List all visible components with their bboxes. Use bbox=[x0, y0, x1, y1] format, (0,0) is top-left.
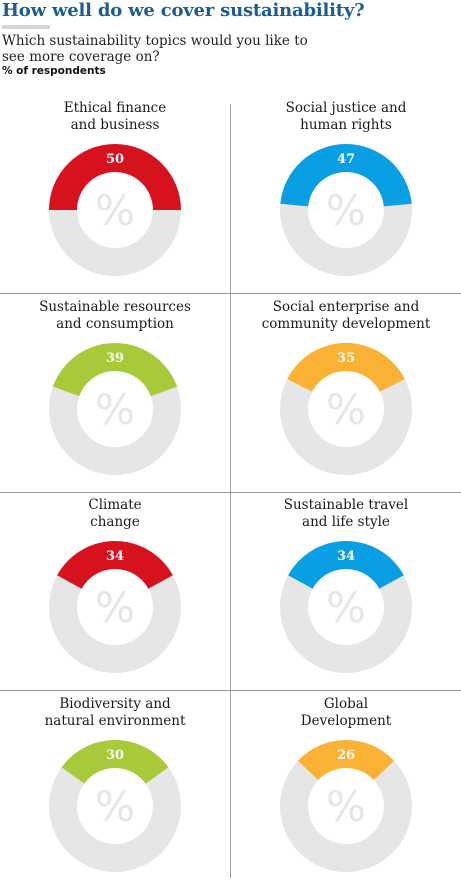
donut-chart: 47% bbox=[280, 143, 412, 276]
donut-chart: 50% bbox=[49, 144, 181, 276]
donut-cell: Sustainable travel and life style 34% bbox=[231, 497, 461, 687]
donut-segment bbox=[49, 144, 181, 210]
donut-cell: Ethical finance and business 50% bbox=[0, 100, 230, 290]
donut-segment bbox=[297, 740, 395, 780]
donut-cell: Social justice and human rights 47% bbox=[231, 100, 461, 290]
percent-symbol: % bbox=[326, 385, 366, 434]
donut-value-label: 30 bbox=[106, 748, 124, 763]
donut-value-label: 39 bbox=[106, 351, 124, 366]
donut-label-line: natural environment bbox=[44, 713, 186, 729]
donut-segment bbox=[280, 143, 412, 207]
donut-label-line: human rights bbox=[300, 117, 392, 133]
donut-cell: Biodiversity and natural environment 30% bbox=[0, 696, 230, 886]
title-rule bbox=[2, 25, 50, 29]
donut-label-line: and business bbox=[70, 117, 160, 133]
donut-label-line: and life style bbox=[302, 514, 390, 530]
donut-segment bbox=[287, 343, 405, 392]
donut-segment bbox=[57, 541, 173, 589]
donut-chart: 35% bbox=[280, 343, 412, 475]
row-divider-1 bbox=[0, 293, 461, 294]
donut-label-line: change bbox=[90, 514, 140, 530]
percent-symbol: % bbox=[95, 385, 135, 434]
donut-chart: 34% bbox=[280, 541, 412, 673]
units-label: % of respondents bbox=[2, 65, 106, 77]
donut-label-line: Sustainable resources bbox=[39, 299, 191, 315]
donut-chart: 34% bbox=[49, 541, 181, 673]
donut-cell: Climate change 34% bbox=[0, 497, 230, 687]
percent-symbol: % bbox=[326, 782, 366, 831]
donut-label: Biodiversity and natural environment bbox=[0, 696, 230, 730]
donut-cell: Global Development 26% bbox=[231, 696, 461, 886]
percent-symbol: % bbox=[326, 583, 366, 632]
page-title: How well do we cover sustainability? bbox=[2, 0, 365, 21]
donut-label: Social enterprise and community developme… bbox=[231, 299, 461, 333]
row-divider-3 bbox=[0, 690, 461, 691]
row-divider-2 bbox=[0, 492, 461, 493]
percent-symbol: % bbox=[95, 782, 135, 831]
donut-segment bbox=[61, 740, 169, 784]
donut-segment bbox=[288, 541, 404, 589]
donut-value-label: 35 bbox=[337, 351, 355, 366]
donut-label: Climate change bbox=[0, 497, 230, 531]
donut-label: Ethical finance and business bbox=[0, 100, 230, 134]
donut-value-label: 34 bbox=[106, 549, 124, 564]
donut-label: Sustainable travel and life style bbox=[231, 497, 461, 531]
donut-label-line: Ethical finance bbox=[63, 100, 167, 116]
donut-label-line: Social justice and bbox=[285, 100, 407, 116]
donut-chart: 30% bbox=[49, 740, 181, 872]
donut-value-label: 34 bbox=[337, 549, 355, 564]
donut-segment bbox=[52, 343, 178, 397]
donut-value-label: 47 bbox=[337, 152, 355, 167]
donut-label-line: Development bbox=[300, 713, 392, 729]
percent-symbol: % bbox=[95, 583, 135, 632]
donut-label: Social justice and human rights bbox=[231, 100, 461, 134]
donut-label-line: and consumption bbox=[56, 316, 174, 332]
donut-label: Sustainable resources and consumption bbox=[0, 299, 230, 333]
donut-cell: Sustainable resources and consumption 39% bbox=[0, 299, 230, 489]
chart-subtitle: Which sustainability topics would you li… bbox=[2, 33, 308, 65]
percent-symbol: % bbox=[95, 186, 135, 235]
donut-label: Global Development bbox=[231, 696, 461, 730]
donut-label-line: Global bbox=[323, 696, 369, 712]
donut-cell: Social enterprise and community developme… bbox=[231, 299, 461, 489]
vertical-divider bbox=[230, 104, 231, 878]
donut-value-label: 50 bbox=[106, 152, 124, 167]
donut-value-label: 26 bbox=[337, 748, 355, 763]
percent-symbol: % bbox=[326, 186, 366, 235]
donut-chart: 39% bbox=[49, 343, 181, 475]
donut-label-line: Sustainable travel bbox=[283, 497, 409, 513]
donut-chart: 26% bbox=[280, 740, 412, 872]
donut-label-line: Social enterprise and bbox=[272, 299, 420, 315]
donut-label-line: Climate bbox=[88, 497, 142, 513]
donut-label-line: Biodiversity and bbox=[59, 696, 171, 712]
donut-label-line: community development bbox=[261, 316, 431, 332]
